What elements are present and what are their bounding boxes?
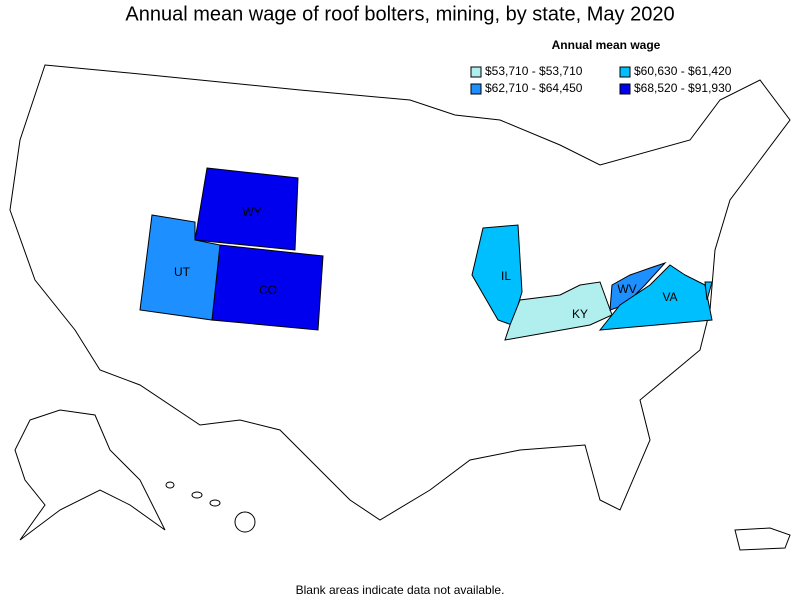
- legend-swatch: [619, 83, 631, 95]
- state-label: CO: [259, 283, 277, 297]
- legend-swatch: [470, 66, 482, 78]
- legend-label: $53,710 - $53,710: [485, 64, 583, 78]
- map-title: Annual mean wage of roof bolters, mining…: [125, 3, 674, 25]
- legend-label: $62,710 - $64,450: [485, 81, 583, 95]
- legend-title: Annual mean wage: [552, 38, 661, 52]
- state-label: KY: [572, 307, 588, 321]
- state-shape: [194, 167, 299, 251]
- puerto-rico: [734, 527, 791, 551]
- state-shape: [504, 281, 613, 341]
- legend-swatch: [470, 83, 482, 95]
- state-label: UT: [174, 265, 191, 279]
- legend-label: $68,520 - $91,930: [634, 81, 732, 95]
- state-shape: [139, 214, 221, 321]
- state-shape: [598, 264, 713, 331]
- hawaii: [165, 481, 256, 533]
- footnote: Blank areas indicate data not available.: [296, 583, 505, 597]
- legend-swatch: [619, 66, 631, 78]
- alaska: [14, 409, 166, 541]
- state-label: WV: [617, 282, 636, 296]
- states: WY CO UT IL KY WV VA: [139, 167, 713, 341]
- state-shape: [704, 281, 713, 301]
- state-label: VA: [662, 290, 677, 304]
- state-label: WY: [242, 205, 261, 219]
- state-shape: [609, 261, 667, 311]
- legend-label: $60,630 - $61,420: [634, 64, 732, 78]
- state-label: IL: [501, 269, 511, 283]
- legend: $53,710 - $53,710 $60,630 - $61,420 $62,71…: [470, 64, 732, 95]
